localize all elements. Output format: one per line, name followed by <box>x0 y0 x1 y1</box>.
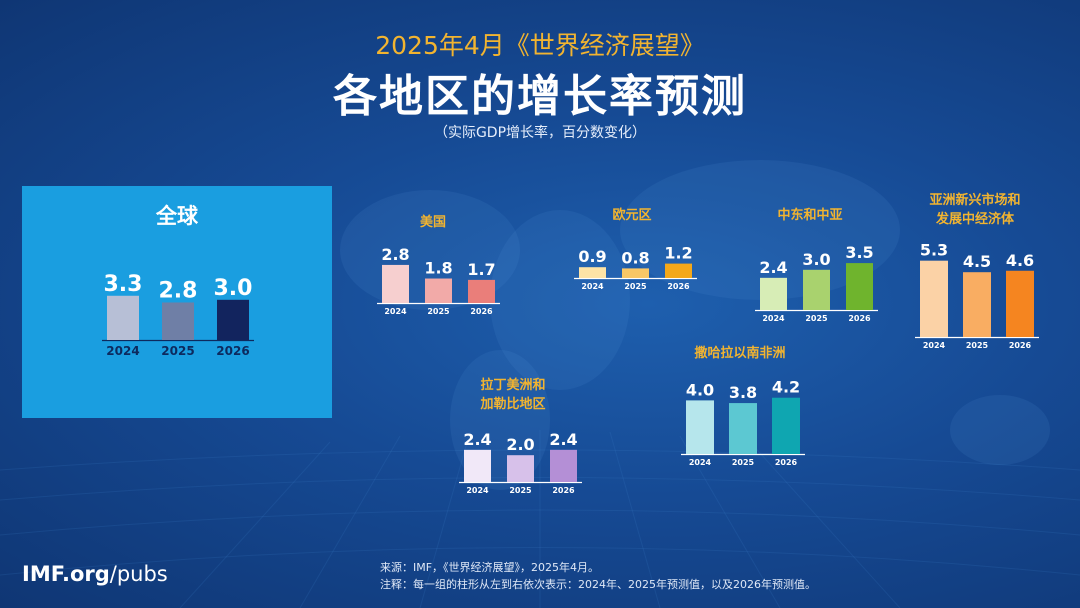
tick-label-mideast-2026: 2026 <box>848 314 871 323</box>
tick-label-us-2024: 2024 <box>384 307 407 316</box>
bar-ssa-2025 <box>729 403 757 454</box>
bar-latam-2026 <box>550 449 577 482</box>
value-label-euro-2025: 0.8 <box>621 248 649 267</box>
value-label-euro-2026: 1.2 <box>664 244 692 263</box>
value-label-asia-2026: 4.6 <box>1006 251 1034 270</box>
bar-global-2024 <box>107 295 139 340</box>
tick-label-asia-2025: 2025 <box>966 341 989 350</box>
bar-euro-2024 <box>579 267 606 278</box>
value-label-asia-2024: 5.3 <box>920 241 948 260</box>
tick-label-euro-2025: 2025 <box>624 282 647 291</box>
value-label-euro-2024: 0.9 <box>578 247 606 266</box>
value-label-global-2024: 3.3 <box>104 272 143 297</box>
region-title-mideast: 中东和中亚 <box>777 208 843 223</box>
chart-svg-global: 3.3 2024 2.8 2025 3.0 2026 <box>102 272 254 358</box>
region-title-latam-line2: 加勒比地区 <box>480 397 546 412</box>
tick-label-latam-2026: 2026 <box>552 486 575 495</box>
tick-label-ssa-2025: 2025 <box>732 458 755 467</box>
value-label-latam-2026: 2.4 <box>549 430 577 449</box>
page-title: 各地区的增长率预测 <box>333 71 747 122</box>
region-title-asia-line1: 亚洲新兴市场和 <box>929 193 1021 208</box>
bar-us-2026 <box>468 279 495 303</box>
chart-us: 2.8 2024 1.8 2025 1.7 2026 <box>377 238 500 321</box>
chart-global: 3.3 2024 2.8 2025 3.0 2026 <box>102 255 254 362</box>
bar-euro-2025 <box>622 268 649 278</box>
chart-mideast: 2.4 2024 3.0 2025 3.5 2026 <box>755 235 878 328</box>
tick-label-ssa-2026: 2026 <box>775 458 798 467</box>
region-title-ssa: 撒哈拉以南非洲 <box>694 346 786 361</box>
value-label-ssa-2024: 4.0 <box>686 380 714 399</box>
value-label-mideast-2025: 3.0 <box>802 250 830 269</box>
bar-asia-2024 <box>920 260 948 337</box>
global-panel: 全球 <box>22 186 332 418</box>
tick-label-asia-2026: 2026 <box>1009 341 1032 350</box>
chart-svg-ssa: 4.0 2024 3.8 2025 4.2 2026 <box>681 378 805 467</box>
bar-mideast-2024 <box>760 277 787 310</box>
bar-asia-2026 <box>1006 270 1034 337</box>
logo-bold: IMF.org <box>22 562 110 586</box>
bar-note: 注释：每一组的柱形从左到右依次表示：2024年、2025年预测值，以及2026年… <box>380 578 816 591</box>
tick-label-mideast-2025: 2025 <box>805 314 828 323</box>
footnotes: 来源：IMF，《世界经济展望》，2025年4月。 注释：每一组的柱形从左到右依次… <box>380 559 816 593</box>
tick-label-asia-2024: 2024 <box>923 341 946 350</box>
bar-us-2024 <box>382 264 409 303</box>
chart-svg-euro: 0.9 2024 0.8 2025 1.2 2026 <box>574 244 697 291</box>
value-label-latam-2025: 2.0 <box>506 435 534 454</box>
value-label-mideast-2026: 3.5 <box>845 243 873 262</box>
value-label-us-2025: 1.8 <box>424 259 452 278</box>
chart-ssa: 4.0 2024 3.8 2025 4.2 2026 <box>681 372 805 472</box>
value-label-mideast-2024: 2.4 <box>759 258 787 277</box>
tick-label-us-2025: 2025 <box>427 307 450 316</box>
value-label-asia-2025: 4.5 <box>963 252 991 271</box>
bar-ssa-2026 <box>772 397 800 454</box>
tick-label-euro-2024: 2024 <box>581 282 604 291</box>
chart-svg-asia: 5.3 2024 4.5 2025 4.6 2026 <box>915 241 1039 350</box>
region-title-euro: 欧元区 <box>612 208 652 223</box>
region-title-latam: 拉丁美洲和 加勒比地区 <box>458 376 568 414</box>
bar-mideast-2026 <box>846 263 873 310</box>
imf-logo[interactable]: IMF.org/pubs <box>22 562 168 586</box>
value-label-us-2026: 1.7 <box>467 260 495 279</box>
tick-label-ssa-2024: 2024 <box>689 458 712 467</box>
tick-label-global-2024: 2024 <box>106 344 139 358</box>
region-title-us: 美国 <box>419 215 446 230</box>
chart-svg-us: 2.8 2024 1.8 2025 1.7 2026 <box>377 245 500 316</box>
logo-rest: /pubs <box>109 562 168 586</box>
tick-label-euro-2026: 2026 <box>667 282 690 291</box>
tick-label-mideast-2024: 2024 <box>762 314 785 323</box>
value-label-global-2026: 3.0 <box>214 276 253 301</box>
region-title-asia: 亚洲新兴市场和 发展中经济体 <box>905 191 1045 229</box>
value-label-ssa-2025: 3.8 <box>729 383 757 402</box>
tick-label-latam-2025: 2025 <box>509 486 532 495</box>
bar-mideast-2025 <box>803 269 830 310</box>
tick-label-us-2026: 2026 <box>470 307 493 316</box>
value-label-global-2025: 2.8 <box>159 278 198 303</box>
region-title-latam-line1: 拉丁美洲和 <box>480 378 546 393</box>
chart-asia: 5.3 2024 4.5 2025 4.6 2026 <box>915 238 1039 355</box>
value-label-latam-2024: 2.4 <box>463 430 491 449</box>
bar-latam-2025 <box>507 455 534 482</box>
bar-global-2026 <box>217 299 249 340</box>
tick-label-global-2026: 2026 <box>216 344 249 358</box>
chart-euro: 0.9 2024 0.8 2025 1.2 2026 <box>574 235 697 296</box>
bar-global-2025 <box>162 302 194 340</box>
global-title: 全球 <box>156 204 198 228</box>
bar-euro-2026 <box>665 263 692 278</box>
source-note: 来源：IMF，《世界经济展望》，2025年4月。 <box>380 561 600 574</box>
value-label-us-2024: 2.8 <box>381 245 409 264</box>
bar-asia-2025 <box>963 272 991 337</box>
chart-latam: 2.4 2024 2.0 2025 2.4 2026 <box>459 425 582 500</box>
chart-svg-latam: 2.4 2024 2.0 2025 2.4 2026 <box>459 430 582 495</box>
bar-latam-2024 <box>464 449 491 482</box>
bar-us-2025 <box>425 278 452 303</box>
region-title-asia-line2: 发展中经济体 <box>935 212 1014 227</box>
value-label-ssa-2026: 4.2 <box>772 378 800 397</box>
chart-svg-mideast: 2.4 2024 3.0 2025 3.5 2026 <box>755 243 878 323</box>
tick-label-global-2025: 2025 <box>161 344 194 358</box>
bar-ssa-2024 <box>686 400 714 454</box>
tick-label-latam-2024: 2024 <box>466 486 489 495</box>
super-title: 2025年4月《世界经济展望》 <box>375 31 705 60</box>
page-subtitle: （实际GDP增长率，百分数变化） <box>433 125 647 141</box>
